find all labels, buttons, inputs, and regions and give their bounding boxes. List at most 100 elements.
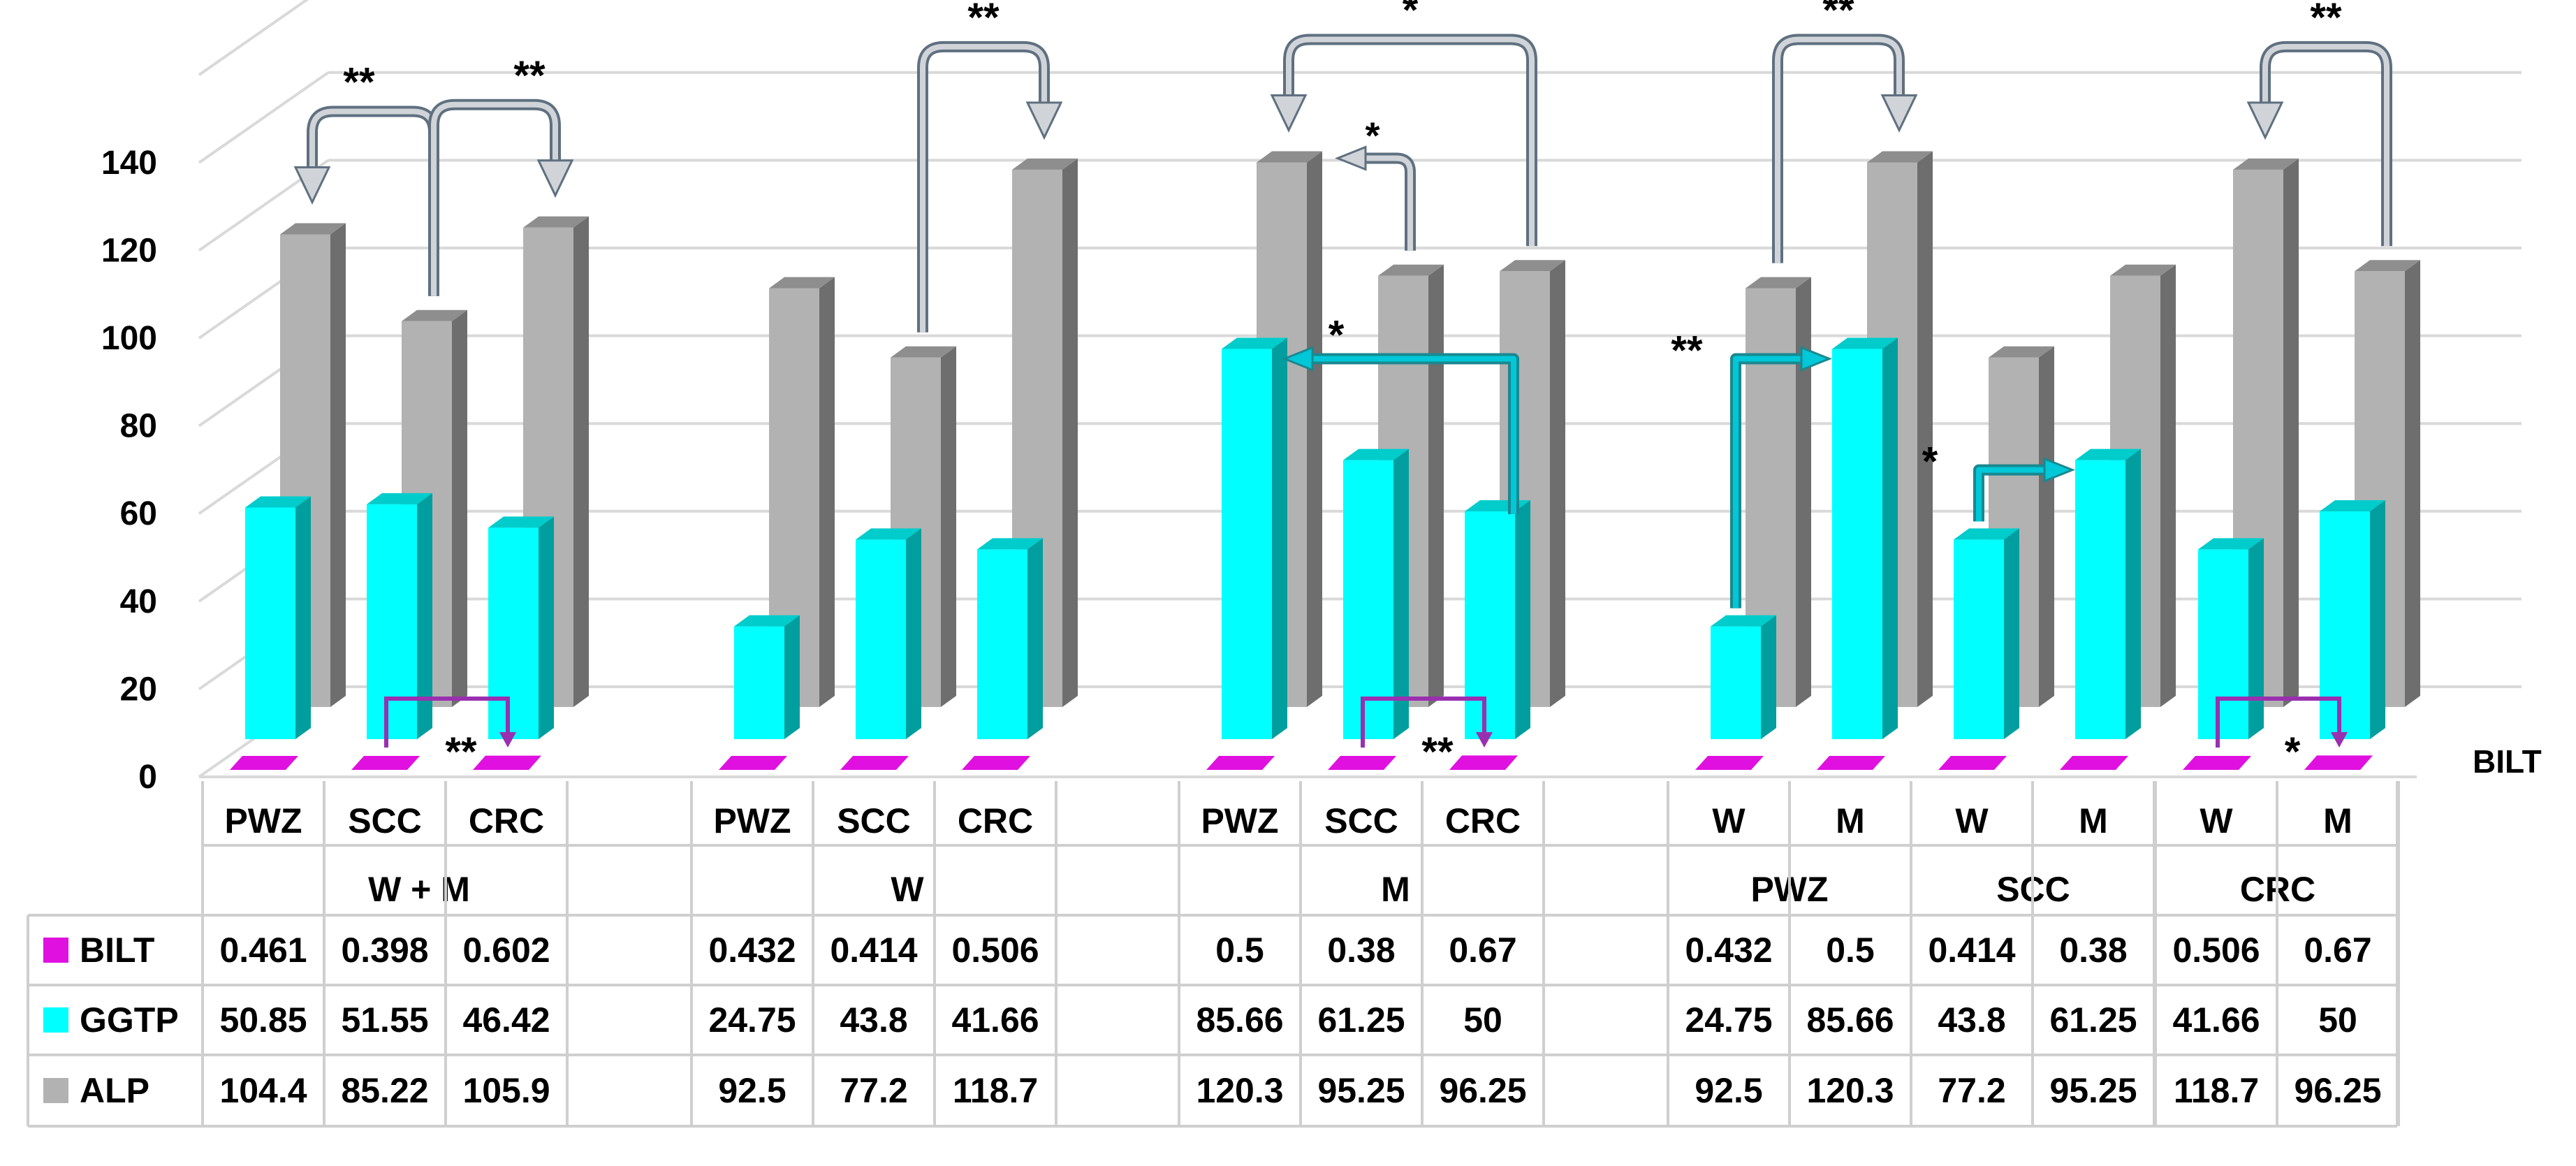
- table-cell: 95.25: [1317, 1071, 1405, 1110]
- significance-label: *: [1922, 439, 1938, 485]
- alp-bar-top: [2110, 264, 2176, 276]
- significance-label: **: [1822, 0, 1854, 33]
- significance-label: *: [1329, 312, 1345, 358]
- ggtp-bars: [245, 337, 2385, 739]
- significance-label: **: [967, 0, 1000, 41]
- table-cell: 95.25: [2049, 1071, 2137, 1110]
- arrowhead-magenta: [499, 732, 516, 748]
- alp-bar-top: [1257, 151, 1322, 163]
- alp-bar-side: [1062, 158, 1078, 708]
- alp-bar-top: [891, 346, 956, 358]
- arrowhead: [1880, 94, 1918, 133]
- ggtp-bar-top: [1711, 615, 1776, 627]
- significance-label: **: [513, 53, 546, 99]
- alp-bar-top: [1989, 346, 2054, 358]
- legend-swatch: [43, 938, 68, 963]
- ggtp-bar-front: [734, 626, 784, 739]
- table-cell: 41.66: [2172, 1000, 2260, 1040]
- y-tick-label: 140: [101, 145, 157, 182]
- arrowhead: [1025, 101, 1063, 140]
- ggtp-bar-side: [1272, 337, 1287, 739]
- bilt-bars: [230, 755, 2373, 770]
- depth-axis-label: BILT: [2473, 743, 2542, 780]
- alp-bar-top: [1500, 260, 1565, 272]
- table-cell: 50.85: [219, 1000, 307, 1040]
- ggtp-bar-side: [539, 516, 554, 739]
- table-cell: 85.66: [1806, 1000, 1894, 1040]
- category-label: CRC: [1445, 801, 1521, 840]
- ggtp-bar-side: [417, 493, 432, 739]
- bilt-bar: [230, 756, 298, 770]
- table-cell: 46.42: [462, 1000, 550, 1040]
- significance-label: **: [2310, 0, 2342, 41]
- table-cell: 50: [1463, 1000, 1502, 1040]
- bilt-bar: [840, 756, 909, 770]
- alp-bar-side: [573, 216, 589, 707]
- table-cell: 61.25: [1317, 1000, 1405, 1040]
- alp-bar-side: [330, 223, 346, 707]
- alp-bar-side: [1550, 260, 1565, 707]
- legend-swatch: [43, 1007, 68, 1033]
- alp-bar-top: [1012, 158, 1078, 170]
- arrow-body: [1775, 36, 1902, 263]
- significance-label: **: [343, 59, 375, 105]
- ggtp-bar-side: [784, 615, 800, 739]
- bilt-bar: [1328, 756, 1396, 770]
- category-label: M: [1836, 801, 1865, 840]
- table-cell: 92.5: [1695, 1071, 1762, 1110]
- table-cell: 24.75: [708, 1000, 796, 1040]
- alp-bar-top: [2233, 158, 2299, 170]
- alp-bar-side: [452, 309, 467, 707]
- ggtp-bar-side: [2125, 449, 2141, 739]
- table-cell: 77.2: [840, 1071, 907, 1110]
- group-label: W + M: [368, 870, 470, 909]
- table-cell: 0.506: [951, 931, 1039, 970]
- y-tick-label: 100: [101, 320, 157, 357]
- arrowhead: [1281, 346, 1314, 372]
- table-cell: 0.398: [341, 931, 428, 970]
- table-cell: 41.66: [951, 1000, 1039, 1040]
- table-cell: 51.55: [341, 1000, 428, 1040]
- alp-bar-side: [1796, 277, 1811, 708]
- table-cell: 0.432: [1685, 931, 1772, 970]
- bilt-bar: [1449, 755, 1518, 770]
- arrow-magenta: [384, 697, 510, 748]
- table-cell: 118.7: [2174, 1071, 2259, 1110]
- table-cell: 0.5: [1215, 931, 1264, 970]
- y-tick-label: 120: [101, 232, 157, 269]
- ggtp-bar-side: [906, 528, 921, 739]
- alp-bar-side: [1428, 264, 1444, 707]
- alp-bar-side: [941, 346, 956, 707]
- table-cell: 85.22: [341, 1071, 428, 1110]
- table-cell: 85.66: [1196, 1000, 1283, 1040]
- ggtp-bar-front: [1222, 349, 1272, 739]
- arrow-body: [1286, 36, 1535, 247]
- ggtp-bar-top: [2075, 449, 2141, 460]
- ggtp-bar-side: [2248, 538, 2264, 739]
- bilt-bar: [2304, 755, 2373, 770]
- category-label: PWZ: [713, 801, 791, 840]
- alp-bar-side: [2160, 264, 2176, 707]
- category-label: SCC: [837, 801, 911, 840]
- table-cell: 96.25: [1439, 1071, 1526, 1110]
- ggtp-bar-top: [488, 516, 554, 528]
- arrowhead: [1334, 145, 1367, 171]
- arrow-body: [431, 101, 558, 296]
- alp-bar-top: [280, 223, 346, 235]
- data-table: PWZ SCC CRC PWZ SCC CRC PWZ SCC CRC W M W M W M W + M W M…: [27, 781, 2400, 1128]
- ggtp-bar-side: [1393, 449, 1409, 739]
- legend-swatch: [43, 1078, 68, 1103]
- table-cell: 118.7: [953, 1071, 1038, 1110]
- group-label: M: [1381, 870, 1410, 909]
- table-cell: 43.8: [840, 1000, 907, 1040]
- ggtp-bar-top: [2198, 538, 2264, 550]
- ggtp-bar-side: [1882, 337, 1898, 739]
- significance-label: *: [1365, 115, 1380, 156]
- alp-bar-top: [769, 277, 835, 289]
- category-label: M: [2323, 801, 2352, 840]
- y-tick-label: 40: [120, 583, 157, 620]
- table-cell: 0.461: [219, 931, 307, 970]
- category-label: CRC: [469, 801, 544, 840]
